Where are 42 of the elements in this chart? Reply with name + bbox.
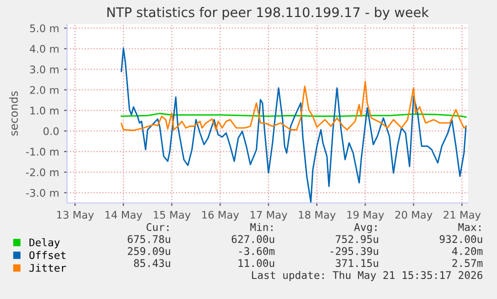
x-tick-label: 21 May [444,210,481,221]
legend-label: Jitter [29,264,66,272]
chart-title: NTP statistics for peer 198.110.199.17 - by week [107,7,429,20]
text: 675.78u [128,235,170,244]
x-tick-label: 14 May [106,210,142,221]
text: Avg: [354,223,376,234]
y-tick-label: 1.0 m [30,106,58,115]
y-tick-label: 4.0 m [30,44,58,53]
line-series [120,47,467,203]
text: 85.43u [134,259,170,268]
text: 11.00u [238,259,274,268]
x-tick-label: 20 May [395,210,432,221]
legend-label: Delay [30,238,60,248]
y-tick-label: -2.0 m [26,168,58,176]
text: 932.00u [440,235,482,244]
x-tick-label: 15 May [154,210,191,221]
x-tick-label: 13 May [57,210,94,221]
text: 4.20m [452,247,483,256]
text: Max: [458,223,480,232]
y-tick-label: -1.0 m [26,148,58,156]
x-tick-label: 19 May [347,210,384,221]
text: Min: [250,222,272,231]
x-tick-label: 16 May [202,210,239,221]
text: 627.00u [232,235,274,244]
y-tick-label: -3.0 m [26,188,58,197]
legend-label: Offset [29,251,66,260]
text: -295.39u [330,247,378,256]
y-tick-label: 5.0 m [30,24,58,32]
y-tick-label: 3.0 m [30,65,58,74]
text: Last update: Thu May 21 15:35:17 2026 [252,270,482,282]
text: 371.15u [336,259,378,268]
text: 752.95u [336,235,378,244]
text: Cur: [146,223,168,232]
y-tick-label: 2.0 m [30,86,58,94]
text: 259.09u [128,247,170,256]
text: 2.57m [452,259,483,268]
text: -3.60m [239,247,275,256]
x-tick-label: 18 May [298,210,336,221]
line-series [120,80,467,132]
y-tick-label: 0.0 [43,127,59,136]
y-axis-title: seconds [9,91,18,136]
x-tick-label: 17 May [250,210,288,221]
